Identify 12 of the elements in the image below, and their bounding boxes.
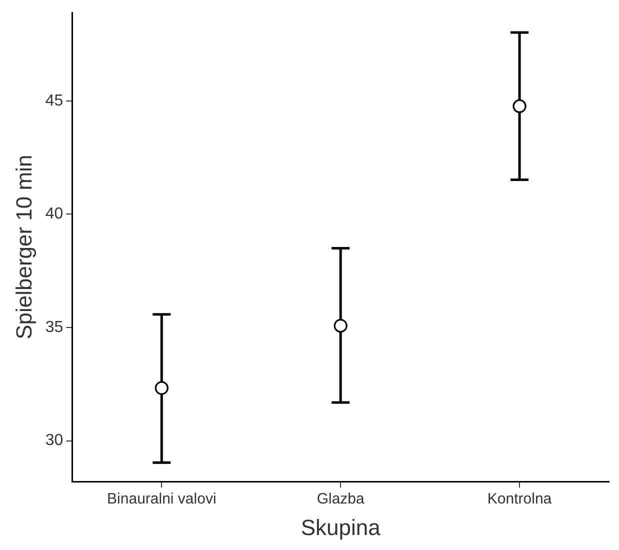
- point: [334, 318, 348, 332]
- y-tick-label: 35: [45, 318, 64, 336]
- point: [154, 381, 168, 395]
- x-tick-label: Glazba: [316, 490, 366, 508]
- x-tick-label: Kontrolna: [487, 490, 552, 508]
- y-tick-label: 40: [45, 206, 64, 223]
- x-tick-label: Binauralni valovi: [107, 490, 216, 508]
- y-tick-label: 30: [45, 432, 64, 450]
- x-axis-title: Skupina: [300, 514, 382, 540]
- point: [512, 99, 526, 113]
- y-tick-label: 45: [45, 92, 64, 110]
- y-axis-title: Spielberger 10 min: [11, 154, 36, 340]
